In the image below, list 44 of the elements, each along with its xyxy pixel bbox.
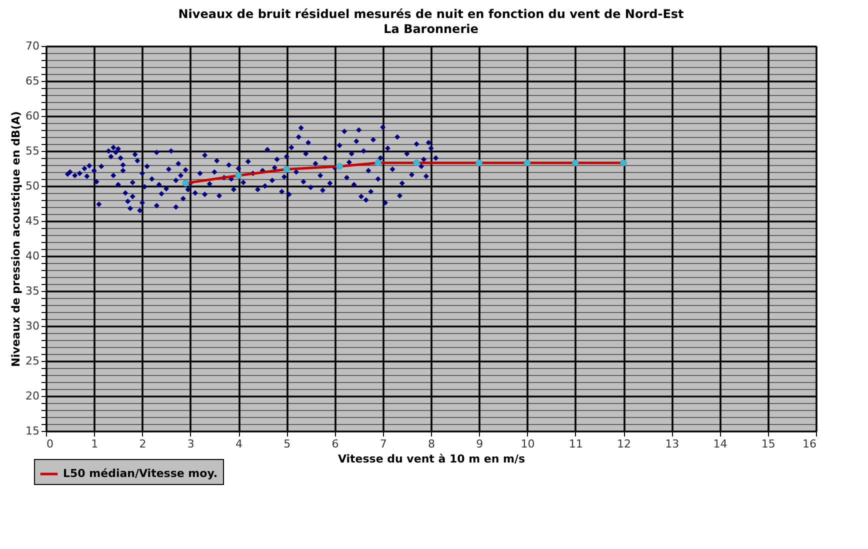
x-tick-label: 11 <box>568 438 583 450</box>
x-axis-title: Vitesse du vent à 10 m en m/s <box>338 452 526 466</box>
point <box>572 159 579 166</box>
y-axis-title: Niveaux de pression acoustique en dB(A) <box>10 111 23 367</box>
x-tick-label: 6 <box>332 438 339 450</box>
y-tick-label: 50 <box>26 180 40 192</box>
y-tick-label: 65 <box>26 74 40 88</box>
point <box>374 159 382 166</box>
point <box>413 159 420 166</box>
point <box>283 166 290 173</box>
y-tick-label: 25 <box>26 354 40 368</box>
y-tick-label: 60 <box>26 110 40 122</box>
x-tick-label: 5 <box>284 438 291 450</box>
x-tick-label: 16 <box>802 438 816 450</box>
chart-title: Niveaux de bruit résiduel mesurés de nuit en fonction du vent de Nord-Est <box>178 7 684 21</box>
x-tick-label: 2 <box>139 438 146 450</box>
x-tick-label: 9 <box>476 438 484 450</box>
x-tick-label: 3 <box>187 438 194 450</box>
y-tick-label: 45 <box>26 214 40 228</box>
x-tick-label: 10 <box>520 438 535 450</box>
y-tick-label: 30 <box>26 320 40 332</box>
y-tick-label: 35 <box>26 284 40 298</box>
x-tick-label: 12 <box>617 438 631 450</box>
x-tick-label: 4 <box>236 438 242 450</box>
x-tick-label: 14 <box>713 438 728 450</box>
x-tick-label: 7 <box>380 438 387 450</box>
x-tick-label: 15 <box>761 438 776 450</box>
legend-label: L50 médian/Vitesse moy. <box>63 467 218 480</box>
point <box>620 159 627 166</box>
point <box>476 159 483 166</box>
point <box>336 162 343 170</box>
point <box>524 159 531 166</box>
y-tick-label: 40 <box>26 250 40 262</box>
chart-subtitle: La Baronnerie <box>384 22 478 36</box>
y-tick-label: 55 <box>26 144 40 158</box>
x-tick-label: 8 <box>428 438 435 450</box>
x-tick-label: 1 <box>91 438 98 450</box>
y-tick-label: 20 <box>26 390 40 402</box>
x-tick-label: 13 <box>665 438 680 450</box>
point <box>182 180 189 187</box>
y-tick-label: 15 <box>26 424 40 438</box>
x-tick-label: 0 <box>46 438 54 450</box>
point <box>235 172 242 179</box>
y-tick-label: 70 <box>26 40 40 52</box>
